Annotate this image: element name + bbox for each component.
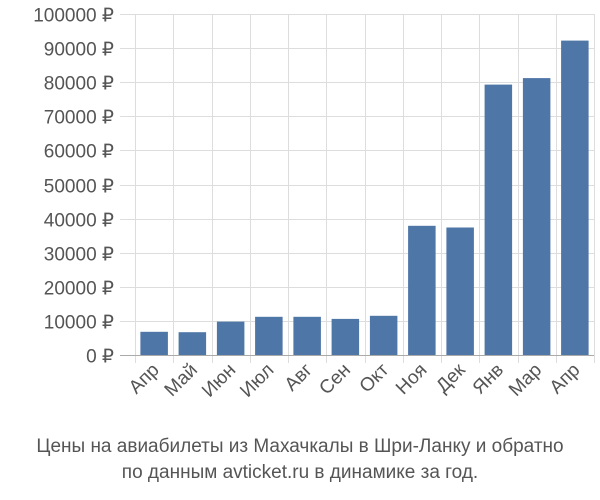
y-tick-label: 10000 ₽	[44, 313, 114, 334]
bar	[331, 318, 360, 355]
y-tick-label: 70000 ₽	[44, 108, 114, 129]
bar	[216, 321, 245, 355]
x-tick-label: Мар	[505, 360, 546, 401]
bars	[140, 40, 589, 355]
y-tick-label: 80000 ₽	[44, 74, 114, 95]
y-tick-label: 40000 ₽	[44, 211, 114, 232]
y-tick-label: 30000 ₽	[44, 245, 114, 266]
bar	[446, 227, 474, 355]
bar	[369, 315, 398, 355]
bar	[484, 84, 513, 355]
bar	[178, 332, 207, 355]
x-tick-label: Ноя	[392, 360, 431, 399]
y-tick-label: 100000 ₽	[33, 6, 114, 27]
grid-lines	[120, 14, 595, 363]
x-tick-label: Май	[161, 360, 202, 401]
bar	[408, 225, 436, 355]
x-tick-label: Сен	[315, 360, 354, 399]
y-tick-label: 20000 ₽	[44, 279, 114, 300]
y-axis: 0 ₽ 10000 ₽ 20000 ₽ 30000 ₽ 40000 ₽ 50000 ₽ 60…	[33, 6, 114, 368]
x-tick-label: Авг	[281, 360, 317, 396]
bar	[293, 316, 321, 355]
chart-caption-line-1: Цены на авиабилеты из Махачкалы в Шри-Ла…	[36, 436, 564, 457]
x-tick-label: Апр	[546, 360, 585, 399]
chart-caption-line-2: по данным avticket.ru в динамике за год.	[121, 462, 479, 483]
x-tick-label: Апр	[125, 360, 164, 399]
x-tick-label: Окт	[356, 359, 394, 397]
bar	[140, 331, 168, 355]
x-tick-label: Июн	[198, 360, 240, 402]
x-tick-label: Июл	[236, 360, 278, 402]
x-tick-label: Дек	[432, 359, 470, 397]
x-tick-label: Янв	[469, 360, 508, 399]
y-tick-label: 90000 ₽	[44, 40, 114, 61]
bar	[255, 316, 283, 355]
bar	[561, 40, 589, 355]
y-tick-label: 60000 ₽	[44, 142, 114, 163]
bar	[522, 78, 551, 355]
y-tick-label: 50000 ₽	[44, 177, 114, 198]
y-tick-label: 0 ₽	[86, 347, 114, 368]
price-bar-chart: 0 ₽ 10000 ₽ 20000 ₽ 30000 ₽ 40000 ₽ 50000 ₽ 60…	[33, 6, 595, 402]
